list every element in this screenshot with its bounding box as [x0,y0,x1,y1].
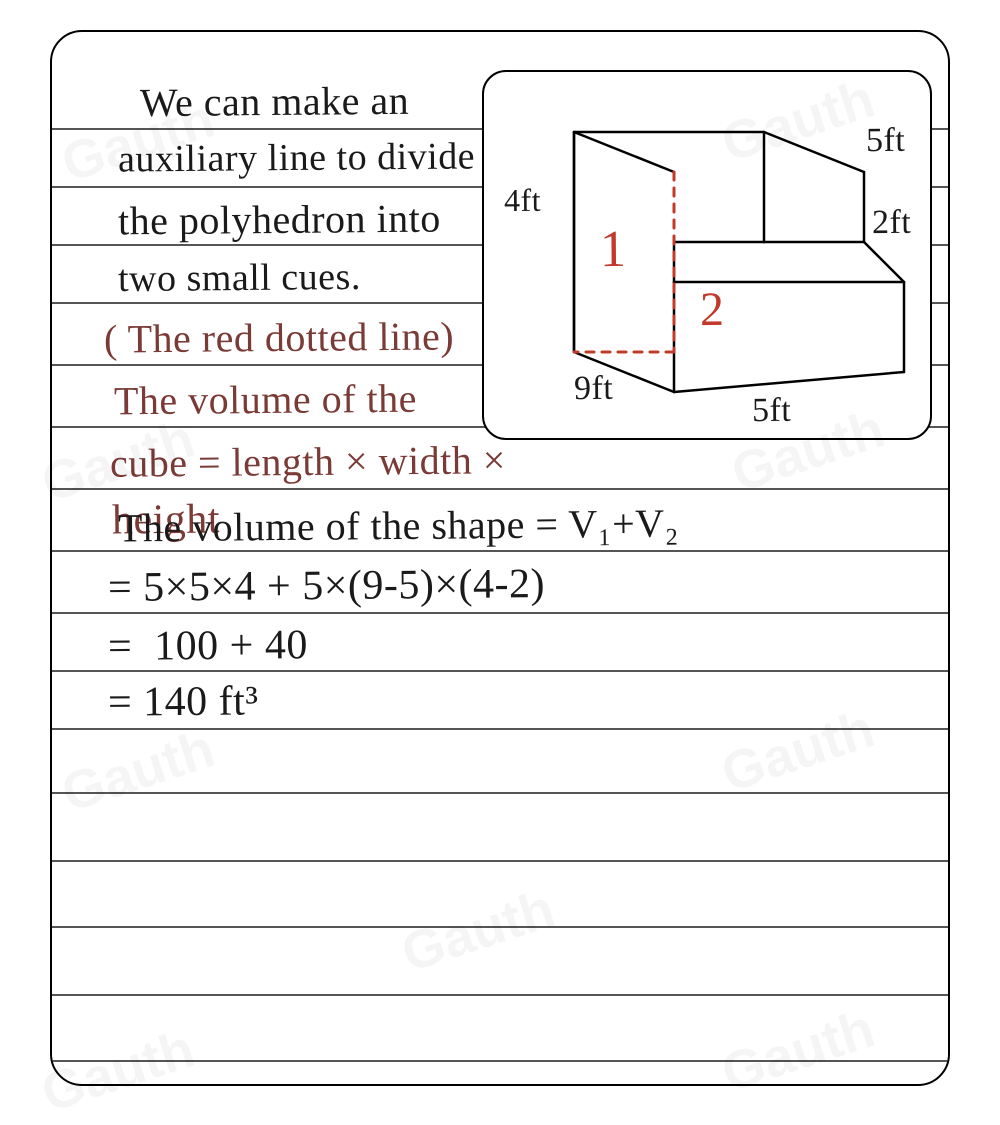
handwriting-line: ( The red dotted line) [104,312,455,362]
diagram-label: 5ft [752,392,792,430]
handwriting-line: two small cues. [118,255,361,301]
handwriting-line: We can make an [140,77,410,126]
notebook-page: 5ft 2ft 4ft 9ft 5ft 1 2 We can make an auxiliar… [50,30,950,1086]
diagram-frame: 5ft 2ft 4ft 9ft 5ft 1 2 [482,70,932,440]
rule-line [52,792,948,794]
handwriting-line: The volume of the shape = V₁+V₂ [118,500,679,552]
handwriting-line: = 5×5×4 + 5×(9-5)×(4-2) [108,560,545,612]
handwriting-line: the polyhedron into [118,195,441,245]
rule-line [52,670,948,672]
handwriting-line: cube = length × width × [110,436,506,486]
rule-line [52,860,948,862]
handwriting-line: auxiliary line to divide [118,134,475,181]
diagram-label: 1 [600,220,627,279]
diagram-label: 2ft [872,204,912,242]
diagram-label: 4ft [504,182,541,219]
rule-line [52,994,948,996]
rule-line [52,1060,948,1062]
handwriting-line: The volume of the [114,375,417,425]
diagram-label: 5ft [866,122,906,160]
rule-line [52,488,948,490]
rule-line [52,926,948,928]
handwriting-line: = 140 ft³ [108,677,259,726]
diagram-label: 2 [700,282,725,337]
diagram-label: 9ft [574,370,614,408]
rule-line [52,728,948,730]
handwriting-line: = 100 + 40 [108,621,308,671]
rule-line [52,612,948,614]
